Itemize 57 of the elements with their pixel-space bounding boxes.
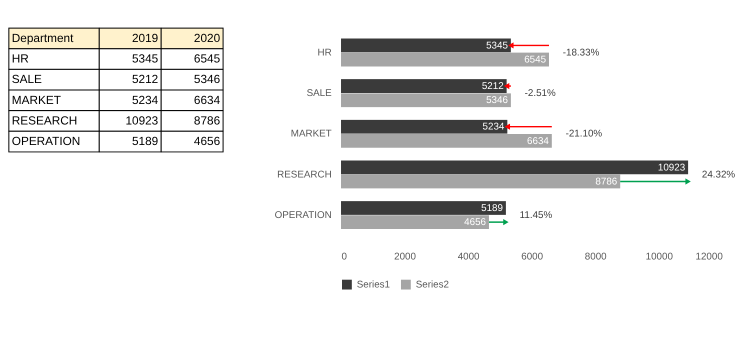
text: MARKET: [12, 94, 61, 107]
bar: [341, 52, 549, 66]
y-tick-label: RESEARCH: [277, 169, 332, 180]
y-tick-label: SALE: [306, 88, 332, 100]
x-tick-label: 10000: [646, 252, 674, 263]
bar: [341, 134, 552, 148]
data-label: 8786: [595, 176, 618, 188]
text: 2020: [194, 32, 221, 45]
data-label: 4656: [464, 217, 487, 228]
bar: [341, 38, 511, 52]
data-label: 10923: [658, 162, 686, 174]
annotation: -2.51%: [524, 88, 556, 100]
annotation: -21.10%: [566, 128, 602, 140]
data-label: 6545: [524, 54, 547, 66]
text: 10923: [125, 114, 159, 128]
y-tick-label: OPERATION: [274, 210, 332, 221]
text: 2019: [132, 32, 158, 45]
bar: [341, 215, 489, 229]
bar: [341, 174, 620, 188]
data-label: 6634: [527, 136, 550, 147]
text: 8786: [194, 114, 221, 128]
data-label: 5346: [486, 95, 508, 106]
text: 6545: [194, 52, 221, 66]
legend-label: Series1: [356, 280, 390, 291]
bar: [341, 79, 507, 93]
text: 5212: [132, 73, 158, 86]
y-tick-label: MARKET: [290, 128, 332, 140]
x-tick-label: 6000: [521, 252, 544, 263]
text: RESEARCH: [12, 114, 78, 128]
text: 4656: [194, 135, 221, 148]
x-tick-label: 4000: [458, 252, 480, 263]
text: 5189: [132, 135, 158, 148]
x-tick-label: 2000: [394, 252, 417, 263]
text: 5234: [132, 94, 159, 107]
bar: [341, 160, 688, 174]
data-label: 5234: [482, 122, 505, 133]
bar: [341, 201, 506, 215]
x-tick-label: 12000: [696, 252, 724, 263]
annotation: 24.32%: [702, 169, 736, 180]
x-tick-label: 8000: [584, 252, 608, 263]
text: 5346: [194, 73, 221, 86]
text: SALE: [12, 73, 42, 86]
text: 6634: [194, 94, 221, 107]
legend-label: Series2: [416, 280, 449, 291]
annotation: 11.45%: [520, 210, 552, 221]
y-tick-label: HR: [317, 47, 332, 58]
data-label: 5212: [482, 81, 504, 92]
bar: [341, 93, 511, 108]
data-label: 5345: [486, 40, 508, 52]
annotation: -18.33%: [562, 47, 600, 58]
data-label: 5189: [481, 202, 503, 214]
bar: [341, 120, 508, 134]
text: Department: [12, 32, 74, 45]
text: 5345: [132, 52, 159, 66]
text: OPERATION: [12, 135, 80, 148]
x-tick-label: 0: [342, 252, 348, 263]
text: HR: [12, 52, 29, 66]
